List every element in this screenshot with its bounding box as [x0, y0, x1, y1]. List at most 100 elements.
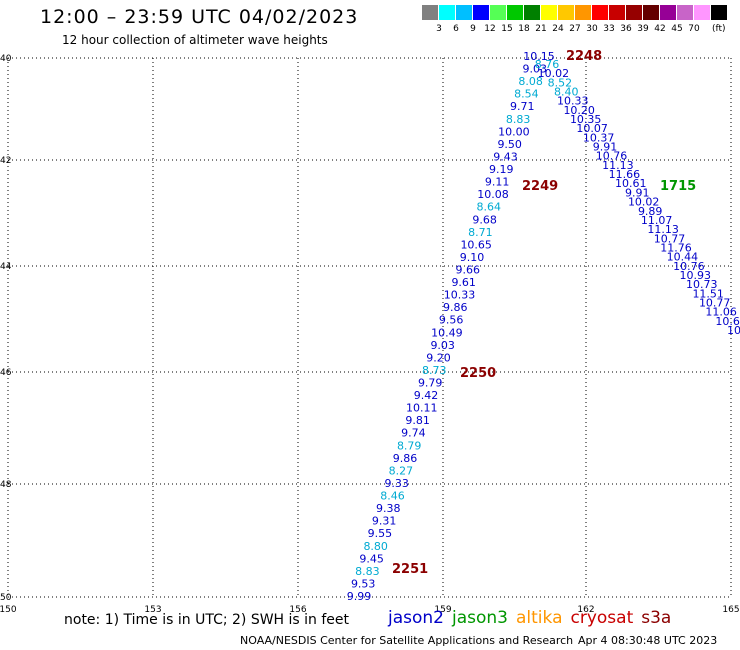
wave-height-value: 10.35: [570, 113, 602, 126]
wave-height-value: 9.03: [430, 339, 455, 352]
scale-swatch: [660, 5, 676, 20]
wave-height-value: 9.42: [414, 389, 439, 402]
satellite-s3a-label: s3a: [641, 608, 672, 628]
wave-height-value: 8.27: [389, 464, 414, 477]
wave-height-value: 11.51: [692, 287, 724, 300]
wave-height-value: 10.76: [596, 150, 628, 163]
scale-unit: (ft): [712, 24, 726, 34]
wave-height-value: 9.11: [485, 176, 510, 189]
wave-height-value: 10.73: [686, 278, 718, 291]
wave-height-value: 8.83: [355, 565, 380, 578]
wave-height-value: 9.31: [372, 515, 397, 528]
wave-height-value: 9.56: [439, 314, 464, 327]
wave-height-value: 8.71: [468, 226, 493, 239]
scale-label: 27: [569, 24, 581, 34]
wave-height-value: 11.07: [641, 214, 673, 227]
scale-label: 9: [470, 24, 476, 34]
longitude-label: 165: [722, 605, 739, 615]
wave-height-value: 10.11: [406, 402, 438, 415]
satellite-jason2-label: jason2: [388, 608, 444, 628]
latitude-label: 40: [0, 54, 12, 64]
wave-height-value: 11.06: [705, 306, 737, 319]
wave-height-value: 9.81: [405, 414, 430, 427]
wave-height-value: 10.77: [699, 297, 731, 310]
latitude-label: 46: [0, 368, 12, 378]
wave-height-value: 8.80: [363, 540, 388, 553]
latitude-label: 50: [0, 593, 12, 603]
scale-label: 36: [620, 24, 632, 34]
wave-height-value: 8.76: [535, 58, 560, 71]
pass-time-label: 2250: [460, 366, 496, 381]
satellite-legend: jason2 jason3 altika cryosat s3a: [388, 608, 679, 628]
wave-height-value: 9.86: [443, 301, 468, 314]
lat-lon-grid: [7, 57, 732, 598]
wave-height-value: 8.54: [514, 88, 539, 101]
wave-height-value: 10.07: [576, 122, 608, 135]
wave-height-value: 9.74: [401, 427, 426, 440]
wave-height-value: 10.49: [431, 326, 463, 339]
scale-swatch: [711, 5, 727, 20]
wave-height-value: 9.99: [347, 590, 372, 603]
wave-height-value: 10.02: [538, 67, 570, 80]
scale-label: 12: [484, 24, 496, 34]
wave-height-value: 10.44: [667, 251, 699, 264]
scale-swatch: [439, 5, 455, 20]
wave-height-value: 10: [727, 324, 740, 337]
wave-height-value: 9.10: [460, 251, 485, 264]
wave-height-value: 10.77: [654, 232, 686, 245]
scale-swatch: [609, 5, 625, 20]
wave-height-value: 11.13: [647, 223, 679, 236]
scale-swatch: [490, 5, 506, 20]
wave-height-value: 10.61: [615, 177, 647, 190]
satellite-jason3-label: jason3: [452, 608, 508, 628]
scale-swatch: [643, 5, 659, 20]
wave-height-value: 10.08: [477, 188, 509, 201]
scale-swatch: [524, 5, 540, 20]
wave-height-value: 10.37: [583, 131, 615, 144]
wave-height-value: 8.08: [518, 75, 543, 88]
wave-height-value: 9.61: [451, 276, 476, 289]
satellite-altika-label: altika: [516, 608, 563, 628]
scale-swatch: [677, 5, 693, 20]
scale-swatch: [694, 5, 710, 20]
scale-label: 3: [436, 24, 442, 34]
satellite-cryosat-label: cryosat: [570, 608, 634, 628]
page-title: 12:00 – 23:59 UTC 04/02/2023: [40, 6, 359, 28]
scale-label: 18: [518, 24, 530, 34]
wave-height-value: 9.89: [638, 205, 663, 218]
wave-height-value: 9.91: [625, 186, 650, 199]
scale-swatch: [507, 5, 523, 20]
wave-height-value: 9.45: [359, 552, 384, 565]
wave-height-value: 9.53: [351, 577, 376, 590]
page-subtitle: 12 hour collection of altimeter wave hei…: [62, 33, 328, 47]
wave-height-value: 9.91: [593, 141, 618, 154]
wave-height-value: 9.50: [497, 138, 522, 151]
scale-swatch: [592, 5, 608, 20]
scale-label: 15: [501, 24, 513, 34]
scale-label: 30: [586, 24, 598, 34]
wave-height-value: 11.76: [660, 241, 692, 254]
latitude-label: 42: [0, 156, 11, 166]
generated-timestamp: Apr 4 08:30:48 UTC 2023: [578, 634, 718, 647]
wave-height-value: 8.73: [422, 364, 447, 377]
wave-height-value: 9.43: [493, 151, 518, 164]
pass-time-label: 2251: [392, 562, 428, 577]
wave-height-value: 10.33: [444, 289, 476, 302]
longitude-label: 156: [289, 605, 306, 615]
wave-height-value: 8.83: [506, 113, 531, 126]
wave-height-value: 11.66: [609, 168, 641, 181]
longitude-label: 159: [434, 605, 451, 615]
credit-line: NOAA/NESDIS Center for Satellite Applica…: [240, 634, 574, 647]
wave-height-value: 9.71: [510, 100, 535, 113]
wave-height-values: 9.999.538.839.458.809.559.319.388.469.33…: [347, 50, 740, 603]
scale-label: 21: [535, 24, 547, 34]
scale-swatch: [575, 5, 591, 20]
scale-swatch: [422, 5, 438, 20]
wave-height-value: 8.52: [548, 76, 573, 89]
wave-height-value: 10.65: [460, 238, 492, 251]
wave-height-value: 10.00: [498, 125, 530, 138]
latitude-label: 44: [0, 262, 12, 272]
scale-swatch: [626, 5, 642, 20]
wave-height-value: 8.46: [380, 490, 405, 503]
